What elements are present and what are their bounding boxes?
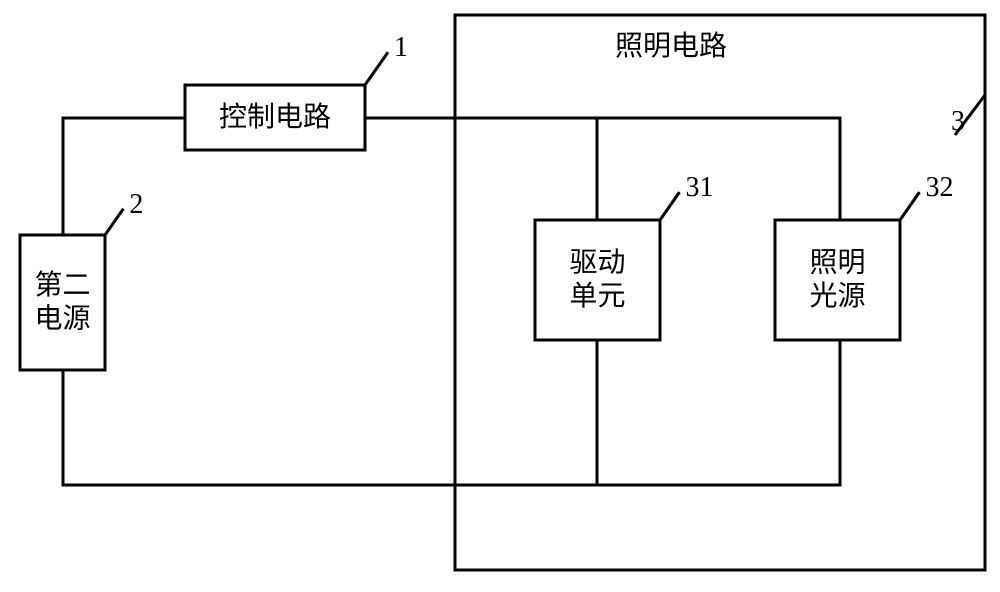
block-drive-ref: 31 bbox=[686, 172, 714, 203]
block-power2 bbox=[20, 235, 105, 370]
container-ref: 3 bbox=[951, 106, 965, 137]
block-light-ref: 32 bbox=[926, 172, 954, 203]
block-light bbox=[775, 220, 900, 340]
wire bbox=[63, 340, 597, 485]
container-label: 照明电路 bbox=[615, 30, 727, 62]
block-power2-label: 第二电源 bbox=[34, 269, 90, 335]
block-light-label: 照明光源 bbox=[809, 248, 865, 313]
wire bbox=[597, 340, 840, 485]
wire bbox=[63, 118, 185, 235]
block-control-label: 控制电路 bbox=[219, 101, 331, 133]
wire bbox=[365, 118, 840, 220]
block-drive bbox=[535, 220, 660, 340]
block-drive-label: 驱动单元 bbox=[569, 248, 625, 313]
block-control-ref: 1 bbox=[394, 32, 408, 63]
block-power2-ref: 2 bbox=[129, 189, 143, 220]
